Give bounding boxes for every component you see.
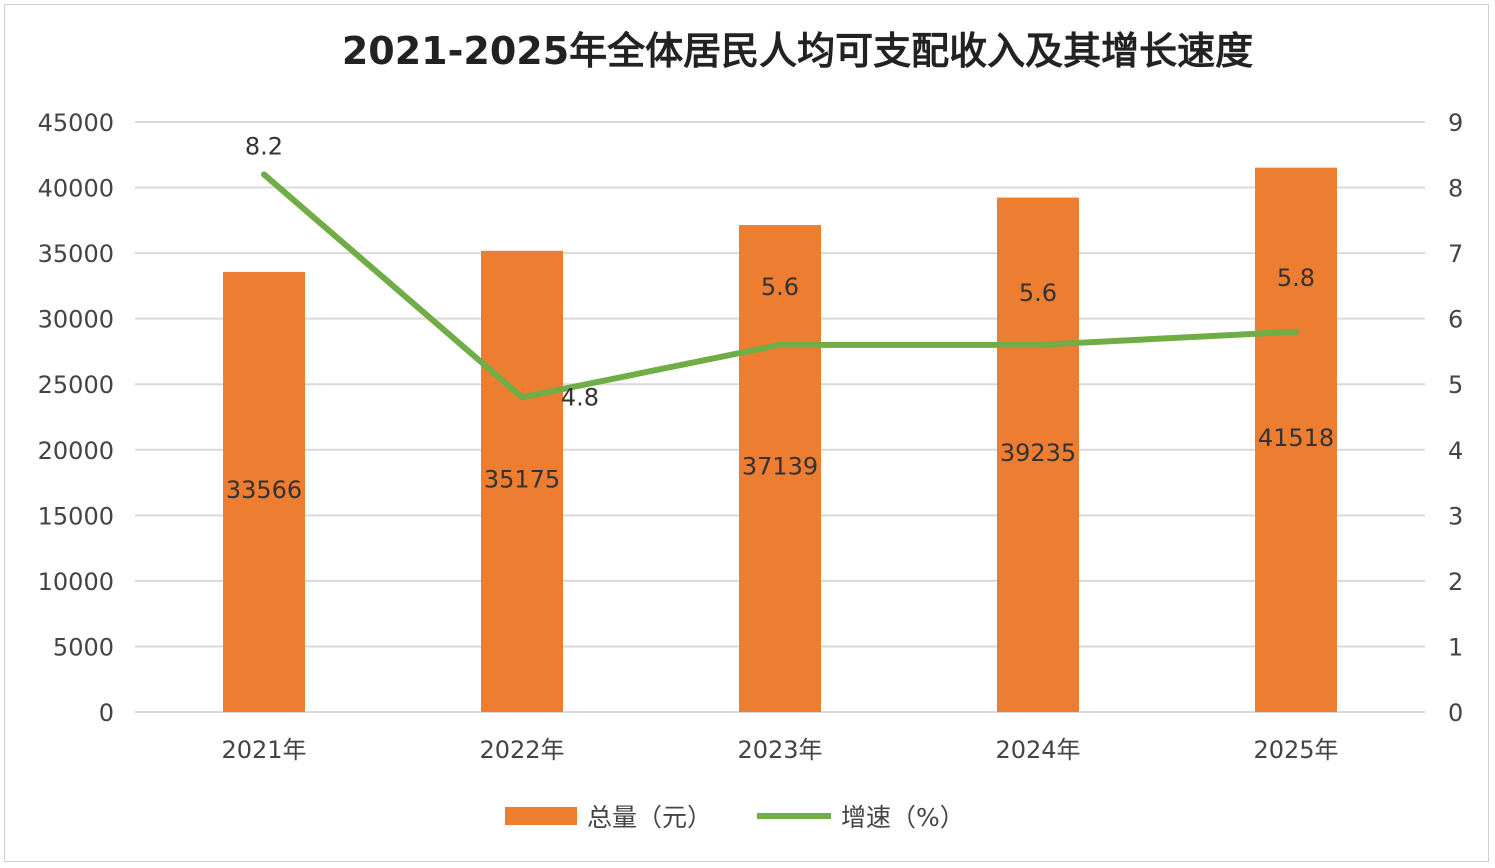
x-tick-label: 2023年 (737, 736, 822, 764)
bar (739, 225, 821, 712)
y-right-tick-label: 6 (1448, 306, 1463, 334)
y-left-tick-label: 40000 (38, 175, 114, 203)
y-right-tick-label: 9 (1448, 109, 1463, 137)
bar (1255, 167, 1337, 712)
bar-data-label: 37139 (742, 453, 818, 481)
x-tick-label: 2024年 (995, 736, 1080, 764)
y-right-tick-label: 4 (1448, 437, 1463, 465)
y-right-tick-label: 1 (1448, 633, 1463, 661)
x-tick-label: 2025年 (1253, 736, 1338, 764)
legend-label-line: 增速（%） (841, 803, 965, 832)
y-right-tick-label: 3 (1448, 502, 1463, 530)
y-right-tick-label: 0 (1448, 699, 1463, 727)
y-left-tick-label: 20000 (38, 437, 114, 465)
line-data-label: 4.8 (561, 383, 599, 411)
y-left-tick-label: 0 (99, 699, 114, 727)
x-tick-label: 2021年 (221, 736, 306, 764)
bar-data-label: 35175 (484, 465, 560, 493)
bar (997, 197, 1079, 712)
bar (481, 250, 563, 713)
y-right-tick-label: 5 (1448, 371, 1463, 399)
bar-data-label: 39235 (1000, 439, 1076, 467)
bar-data-label: 41518 (1258, 424, 1334, 452)
y-left-tick-label: 35000 (38, 240, 114, 268)
bar (223, 271, 305, 712)
x-tick-label: 2022年 (479, 736, 564, 764)
legend-label-bar: 总量（元） (587, 803, 712, 832)
line-series (261, 171, 1299, 401)
line-data-label: 8.2 (245, 132, 283, 160)
legend-swatch-bar (505, 807, 577, 825)
y-left-tick-label: 45000 (38, 109, 114, 137)
y-right-tick-label: 2 (1448, 568, 1463, 596)
chart-title: 2021-2025年全体居民人均可支配收入及其增长速度 (341, 29, 1254, 73)
y-left-tick-label: 30000 (38, 306, 114, 334)
y-left-tick-label: 5000 (53, 633, 114, 661)
y-right-tick-label: 7 (1448, 240, 1463, 268)
line-data-label: 5.6 (1019, 279, 1057, 307)
bar-data-label: 33566 (226, 476, 302, 504)
y-right-tick-label: 8 (1448, 175, 1463, 203)
line-data-label: 5.6 (761, 273, 799, 301)
y-left-tick-label: 15000 (38, 502, 114, 530)
y-left-tick-label: 25000 (38, 371, 114, 399)
line-data-label: 5.8 (1277, 264, 1315, 292)
y-left-tick-label: 10000 (38, 568, 114, 596)
